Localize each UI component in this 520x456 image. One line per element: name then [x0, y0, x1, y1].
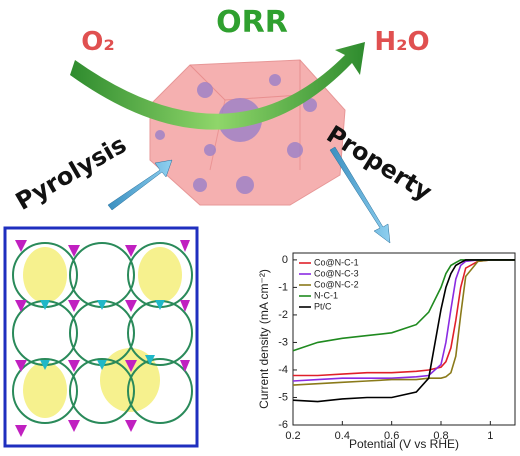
y-tick-label: -6	[278, 419, 288, 431]
data-line	[292, 259, 515, 403]
y-tick-label: -3	[278, 336, 288, 348]
reaction-label: ORR	[216, 5, 288, 40]
legend-label: Co@N-C-1	[314, 257, 359, 267]
plot-area	[292, 252, 516, 426]
x-tick-label: 0.8	[433, 430, 448, 442]
product-label: H₂O	[374, 27, 429, 57]
legend-label: Co@N-C-3	[314, 268, 359, 278]
y-tick-label: -1	[278, 281, 288, 293]
y-tick-label: -2	[278, 309, 288, 321]
x-axis-label: Potential (V vs RHE)	[349, 437, 459, 451]
line-chart: 0.2 0.4 0.6 0.8 1 0 -1 -2 -3 -4 -5 -6 Potential (V v…	[257, 252, 516, 451]
y-tick-label: 0	[282, 254, 288, 266]
x-tick-label: 0.2	[285, 430, 300, 442]
legend-label: Pt/C	[314, 301, 332, 311]
step-arrow	[329, 146, 391, 244]
y-tick-label: -5	[278, 391, 288, 403]
y-axis-label: Current density (mA cm⁻²)	[257, 269, 271, 409]
reaction-arrow	[70, 42, 365, 130]
y-tick-label: -4	[278, 364, 288, 376]
step-arrow	[107, 159, 173, 211]
x-tick-label: 1	[487, 430, 493, 442]
reactant-label: O₂	[81, 27, 115, 57]
x-tick-label: 0.6	[384, 430, 399, 442]
legend-label: N-C-1	[314, 290, 338, 300]
x-tick-label: 0.4	[335, 430, 350, 442]
crystal-structure	[3, 226, 199, 448]
data-line	[292, 259, 515, 386]
legend-label: Co@N-C-2	[314, 279, 359, 289]
